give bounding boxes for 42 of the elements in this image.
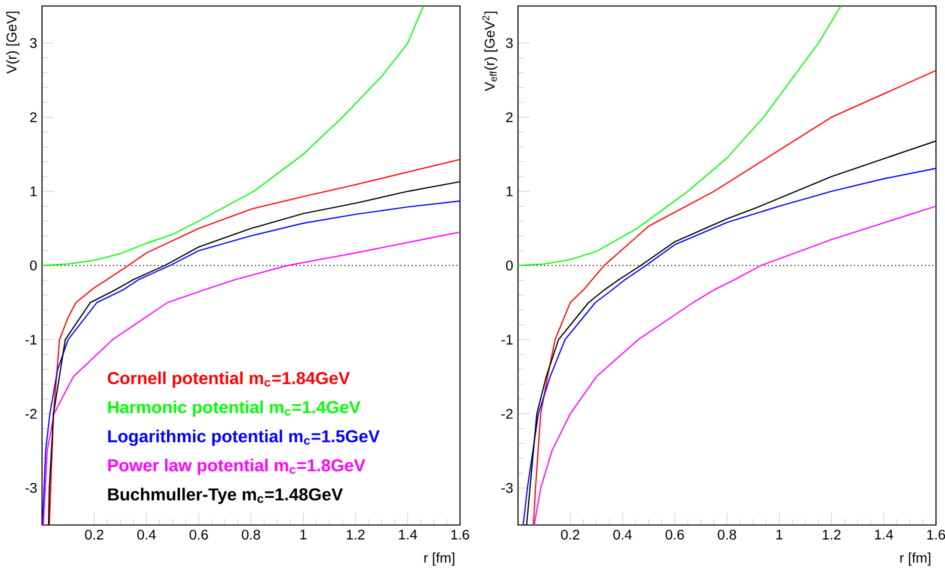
line-series (518, 6, 842, 266)
x-tick-label: 0.4 (137, 530, 156, 540)
x-tick-label: 0.4 (613, 530, 632, 540)
x-axis-title: r [fm] (900, 552, 930, 566)
text: Buchmuller-Tye m$_{c}$=1.48GeV (108, 488, 343, 504)
x-tick-label: 1.4 (875, 530, 894, 540)
line-series (42, 6, 424, 266)
y-tick-label: -1 (501, 334, 513, 344)
y-tick-label: -2 (501, 408, 513, 419)
text: Cornell potential m$_{c}$=1.84GeV (108, 372, 350, 388)
x-tick-label: 1.4 (399, 530, 418, 540)
y-tick-label: 1 (30, 186, 37, 196)
line-series (532, 70, 936, 525)
x-tick-label: 0.2 (561, 530, 580, 540)
x-tick-label: 1.6 (927, 530, 945, 540)
y-tick-label: 2 (506, 112, 513, 122)
x-axis-title: r [fm] (424, 552, 454, 566)
x-tick-label: 0.8 (718, 530, 736, 540)
y-tick-label: 2 (30, 112, 37, 122)
y-tick-label: -3 (501, 482, 513, 493)
x-tick-label: 0.2 (85, 530, 104, 540)
x-tick-label: 1.6 (451, 530, 470, 540)
y-axis-title: V$_{eff}$(r) [GeV$^{2}$] (482, 12, 498, 92)
x-tick-label: 0.6 (190, 530, 208, 540)
x-tick-label: 1 (300, 530, 306, 540)
text: Logarithmic potential m$_{c}$=1.5GeV (108, 430, 380, 446)
x-tick-label: 1.2 (346, 530, 365, 540)
text: Harmonic potential m$_{c}$=1.4GeV (108, 400, 360, 417)
x-tick-label: 1 (776, 530, 782, 540)
y-tick-label: 3 (30, 38, 37, 48)
y-tick-label: -1 (25, 334, 37, 344)
y-tick-label: 0 (506, 260, 513, 270)
x-tick-label: 1.2 (822, 530, 841, 540)
y-tick-label: 3 (506, 38, 513, 48)
y-tick-label: 0 (30, 260, 37, 270)
text: Power law potential m$_{c}$=1.8GeV (108, 458, 366, 475)
x-tick-label: 0.6 (666, 530, 684, 540)
y-axis-title: V(r) [GeV] (6, 12, 20, 74)
y-tick-label: 1 (506, 186, 513, 196)
y-tick-label: -3 (25, 482, 37, 493)
y-tick-label: -2 (25, 408, 37, 419)
x-tick-label: 0.8 (242, 530, 260, 540)
